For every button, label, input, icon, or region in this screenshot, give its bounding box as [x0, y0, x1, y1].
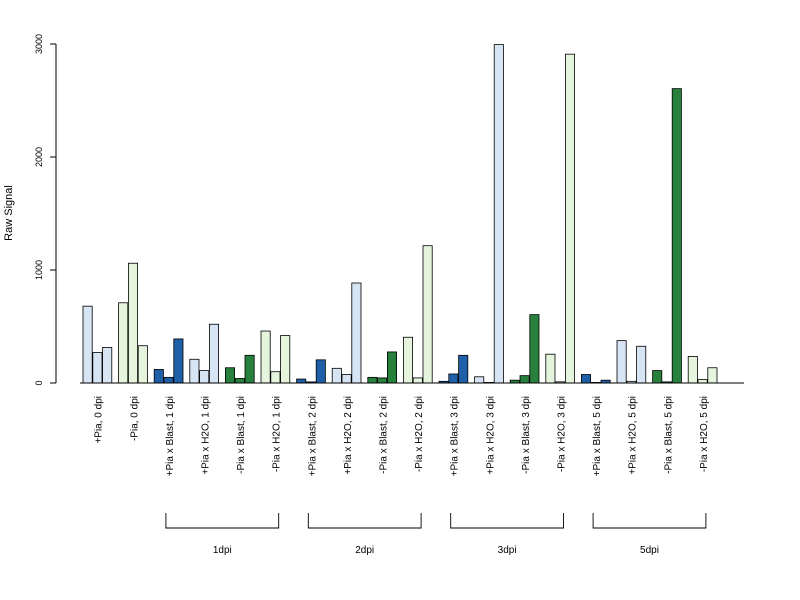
bar [403, 337, 412, 383]
category-label: -Pia x H2O, 1 dpi [272, 396, 283, 472]
category-label: +Pia x H2O, 1 dpi [201, 396, 212, 475]
bar [708, 368, 717, 383]
bar [245, 355, 254, 383]
category-label: -Pia x Blast, 2 dpi [379, 396, 390, 474]
bar [271, 372, 280, 383]
group-bracket [308, 513, 421, 528]
bar [83, 306, 92, 383]
y-tick-label: 3000 [34, 34, 44, 54]
bar [235, 378, 244, 383]
category-label: -Pia x Blast, 3 dpi [521, 396, 532, 474]
y-axis: 0 1000 2000 3000 [34, 34, 744, 386]
group-label: 1dpi [213, 545, 232, 556]
bar [672, 89, 681, 383]
category-label: -Pia x Blast, 1 dpi [236, 396, 247, 474]
y-tick-label: 2000 [34, 147, 44, 167]
bar [281, 336, 290, 383]
group-label: 2dpi [355, 545, 374, 556]
bar [617, 341, 626, 383]
group-bracket [451, 513, 564, 528]
category-label: -Pia, 0 dpi [129, 396, 140, 441]
group-label: 3dpi [498, 545, 517, 556]
category-label: +Pia x Blast, 3 dpi [450, 396, 461, 476]
bar [119, 303, 128, 383]
bar [698, 380, 707, 383]
y-tick-label: 0 [34, 380, 44, 385]
bar [546, 354, 555, 383]
group-bracket [593, 513, 706, 528]
bar [200, 371, 209, 383]
bar [332, 368, 341, 383]
group-brackets: 1dpi 2dpi 3dpi 5dpi [166, 513, 706, 556]
bar [174, 339, 183, 383]
bar [297, 379, 306, 383]
category-label: +Pia, 0 dpi [94, 396, 105, 444]
bar [103, 347, 112, 383]
bar [581, 375, 590, 383]
bar [449, 374, 458, 383]
bar [261, 331, 270, 383]
bar [520, 376, 529, 383]
bar [138, 346, 147, 383]
category-label: -Pia x H2O, 3 dpi [557, 396, 568, 472]
bar [225, 368, 234, 383]
bar [637, 346, 646, 383]
bar [423, 246, 432, 383]
bar [475, 377, 484, 383]
bar [688, 356, 697, 383]
y-tick-label: 1000 [34, 260, 44, 280]
category-label: -Pia x Blast, 5 dpi [663, 396, 674, 474]
bar-chart: 0100020003000 +Pia, 0 dpi -Pia, 0 dpi +Pia… [0, 0, 800, 600]
bar [128, 263, 137, 383]
category-label: +Pia x H2O, 5 dpi [628, 396, 639, 475]
bar [378, 378, 387, 383]
bar [352, 283, 361, 383]
bar [653, 371, 662, 383]
bar [530, 315, 539, 383]
category-label: +Pia x H2O, 3 dpi [485, 396, 496, 475]
group-label: 5dpi [640, 545, 659, 556]
category-label: +Pia x Blast, 1 dpi [165, 396, 176, 476]
y-axis-title: Raw Signal [3, 185, 15, 241]
category-label: -Pia x H2O, 5 dpi [699, 396, 710, 472]
bar [164, 377, 173, 383]
bar [387, 352, 396, 383]
bar [459, 355, 468, 383]
bar [190, 359, 199, 383]
category-label: +Pia x Blast, 5 dpi [592, 396, 603, 476]
category-label: -Pia x H2O, 2 dpi [414, 396, 425, 472]
bar [154, 369, 163, 383]
bars-layer [83, 45, 717, 383]
group-bracket [166, 513, 279, 528]
bar [316, 360, 325, 383]
bar [342, 375, 351, 383]
category-label: +Pia x Blast, 2 dpi [307, 396, 318, 476]
bar [494, 45, 503, 383]
bar [209, 324, 218, 383]
bar [413, 378, 422, 383]
bar [368, 377, 377, 383]
category-label: +Pia x H2O, 2 dpi [343, 396, 354, 475]
bar [93, 352, 102, 383]
bar [565, 54, 574, 383]
category-labels: +Pia, 0 dpi -Pia, 0 dpi +Pia x Blast, 1 dp… [94, 396, 710, 476]
